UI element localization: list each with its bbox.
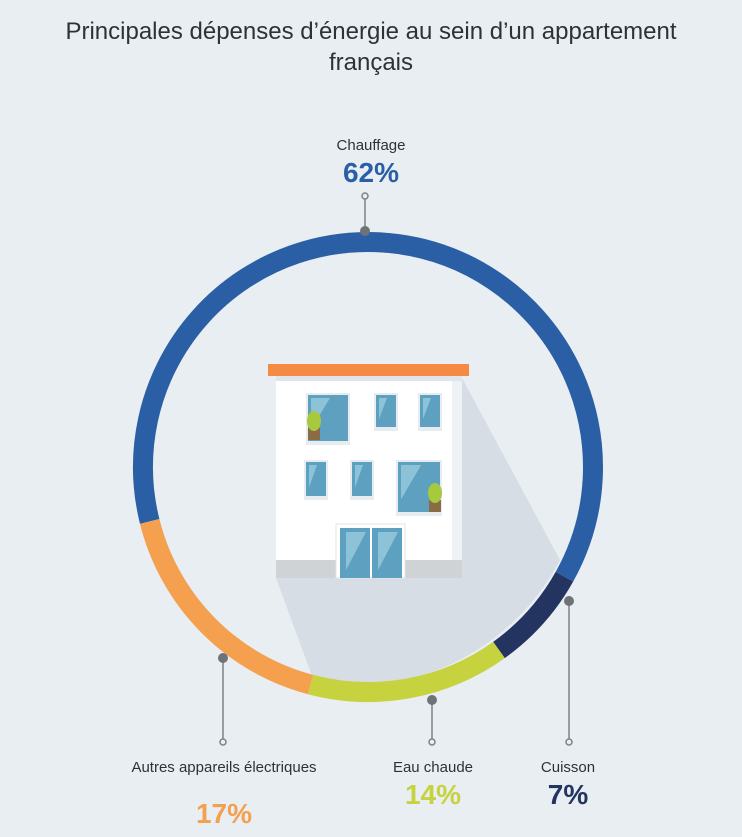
building-roof-shadow <box>276 376 462 381</box>
leader-dot-0 <box>360 226 370 236</box>
leader-end-2 <box>428 738 436 746</box>
building-wall-shade <box>452 374 462 578</box>
leader-dot-2 <box>427 695 437 705</box>
building-base-left <box>276 560 336 578</box>
building-door <box>335 523 406 579</box>
window-icon <box>418 393 442 431</box>
building-roof <box>268 364 469 376</box>
donut-slice-1 <box>493 571 574 659</box>
slice-value-1: 7% <box>547 779 589 810</box>
slice-value-0: 62% <box>342 157 400 188</box>
building-shadow <box>276 378 560 687</box>
leader-end-3 <box>219 738 227 746</box>
slice-value-2: 14% <box>404 779 462 810</box>
apartment-building-illustration <box>268 364 560 687</box>
window-icon <box>350 460 374 500</box>
slice-label-3: Autres appareils électriques <box>131 759 317 776</box>
plant-icon <box>428 483 442 512</box>
slice-value-3: 17% <box>195 798 253 829</box>
donut-slice-0 <box>133 232 603 582</box>
donut-slice-3 <box>139 518 314 695</box>
leader-dot-1 <box>564 596 574 606</box>
leader-end-0 <box>361 192 369 200</box>
building-base-right <box>405 560 462 578</box>
leader-end-1 <box>565 738 573 746</box>
slice-label-0: Chauffage <box>336 137 406 154</box>
slice-label-1: Cuisson <box>540 759 596 776</box>
donut-slice-2 <box>307 641 505 702</box>
window-icon <box>304 460 328 500</box>
chart-title: Principales dépenses d’énergie au sein d… <box>65 18 677 76</box>
slice-label-2: Eau chaude <box>392 759 474 776</box>
leader-dot-3 <box>218 653 228 663</box>
window-icon <box>374 393 398 431</box>
plant-icon <box>307 411 321 440</box>
